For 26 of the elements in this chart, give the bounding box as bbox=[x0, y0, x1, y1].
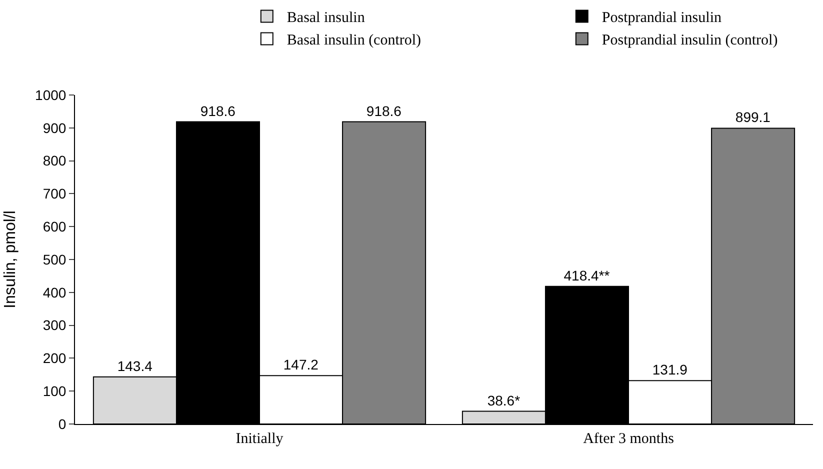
x-tick-label: Initially bbox=[236, 431, 284, 447]
y-tick-label: 900 bbox=[42, 120, 66, 136]
y-tick-label: 0 bbox=[58, 416, 66, 432]
y-tick-label: 1000 bbox=[35, 86, 66, 103]
data-label: 143.4 bbox=[117, 358, 153, 374]
data-label: 918.6 bbox=[366, 102, 402, 119]
data-label: 147.2 bbox=[283, 356, 319, 373]
y-tick-label: 500 bbox=[42, 251, 66, 268]
data-label: 918.6 bbox=[200, 102, 236, 119]
y-tick-label: 300 bbox=[42, 317, 66, 334]
y-tick-label: 700 bbox=[42, 186, 66, 202]
data-label: 899.1 bbox=[735, 109, 771, 126]
legend-label: Postprandial insulin bbox=[602, 10, 722, 26]
data-label: 131.9 bbox=[652, 362, 688, 378]
legend-label: Basal insulin (control) bbox=[286, 32, 422, 49]
data-label: 38.6* bbox=[487, 392, 521, 408]
data-label: 418.4** bbox=[564, 267, 610, 284]
y-tick-label: 200 bbox=[42, 350, 66, 366]
x-tick-label: After 3 months bbox=[583, 431, 674, 447]
legend-label: Postprandial insulin (control) bbox=[602, 32, 778, 49]
y-tick-label: 600 bbox=[42, 218, 66, 234]
legend-label: Basal insulin bbox=[286, 10, 366, 26]
y-tick-label: 400 bbox=[42, 284, 66, 300]
y-axis-title: Insulin, pmol/l bbox=[2, 210, 19, 308]
y-tick-label: 100 bbox=[42, 383, 66, 399]
y-tick-label: 800 bbox=[42, 152, 66, 169]
